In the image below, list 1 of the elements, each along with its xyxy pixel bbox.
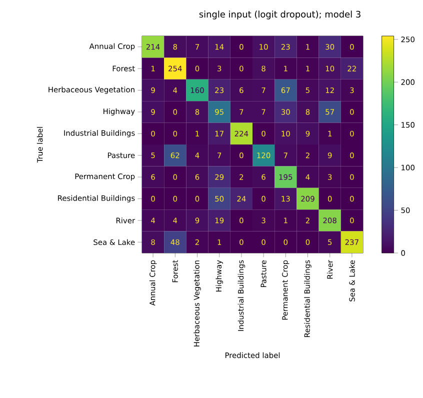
chart-title: single input (logit dropout); model 3	[199, 10, 360, 20]
